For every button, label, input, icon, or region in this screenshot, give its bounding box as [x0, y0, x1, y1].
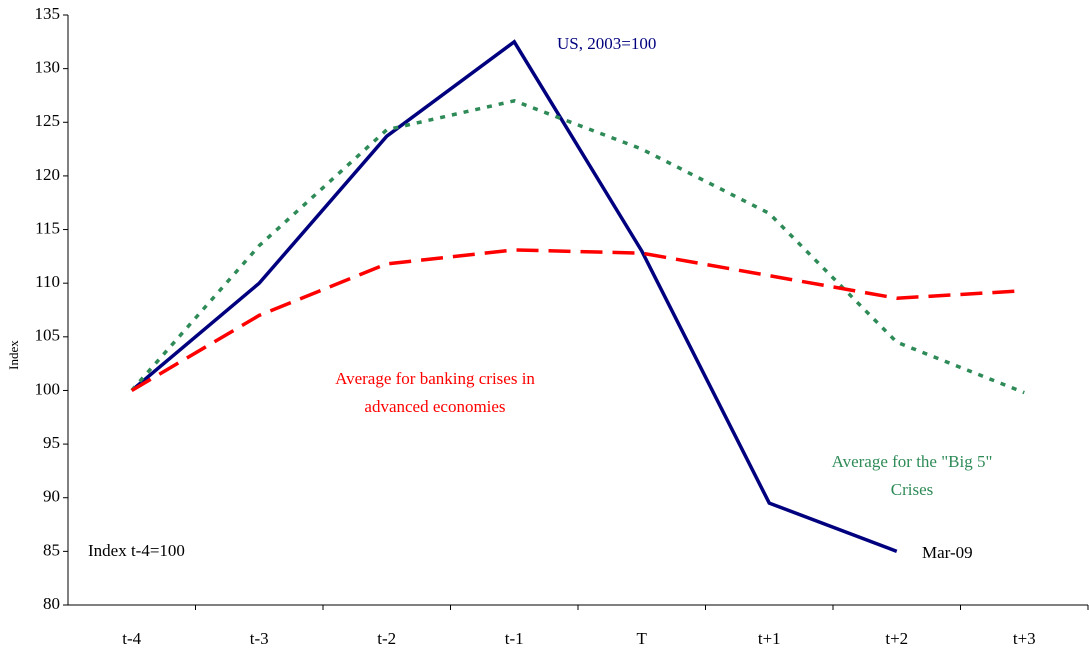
y-tick-label: 110 — [35, 272, 60, 291]
y-tick-label: 80 — [43, 594, 60, 613]
x-tick-label: t+2 — [885, 629, 908, 648]
x-tick-label: t-3 — [250, 629, 269, 648]
y-tick-label: 135 — [35, 4, 61, 23]
annotation: Crises — [891, 480, 934, 499]
x-tick-label: t+1 — [758, 629, 781, 648]
y-tick-label: 105 — [35, 326, 61, 345]
series-line — [130, 39, 898, 554]
y-axis-label: Index — [6, 340, 21, 370]
y-tick-label: 125 — [35, 111, 61, 130]
y-tick-label: 130 — [35, 58, 61, 77]
series-line — [130, 248, 1025, 392]
annotation: advanced economies — [364, 397, 505, 416]
x-tick-label: t-2 — [377, 629, 396, 648]
y-tick-label: 85 — [43, 540, 60, 559]
series-line — [130, 98, 1025, 395]
annotation: Average for banking crises in — [335, 369, 535, 388]
annotation: US, 2003=100 — [557, 34, 656, 53]
y-tick-label: 115 — [35, 218, 60, 237]
y-tick-label: 100 — [35, 379, 61, 398]
y-tick-label: 120 — [35, 165, 61, 184]
x-tick-label: t-1 — [505, 629, 524, 648]
y-tick-label: 90 — [43, 487, 60, 506]
x-tick-label: T — [637, 629, 648, 648]
y-tick-label: 95 — [43, 433, 60, 452]
x-tick-label: t+3 — [1013, 629, 1036, 648]
annotation: Index t-4=100 — [88, 541, 185, 560]
annotation: Average for the "Big 5" — [832, 452, 993, 471]
annotation: Mar-09 — [922, 543, 973, 562]
x-tick-label: t-4 — [122, 629, 141, 648]
